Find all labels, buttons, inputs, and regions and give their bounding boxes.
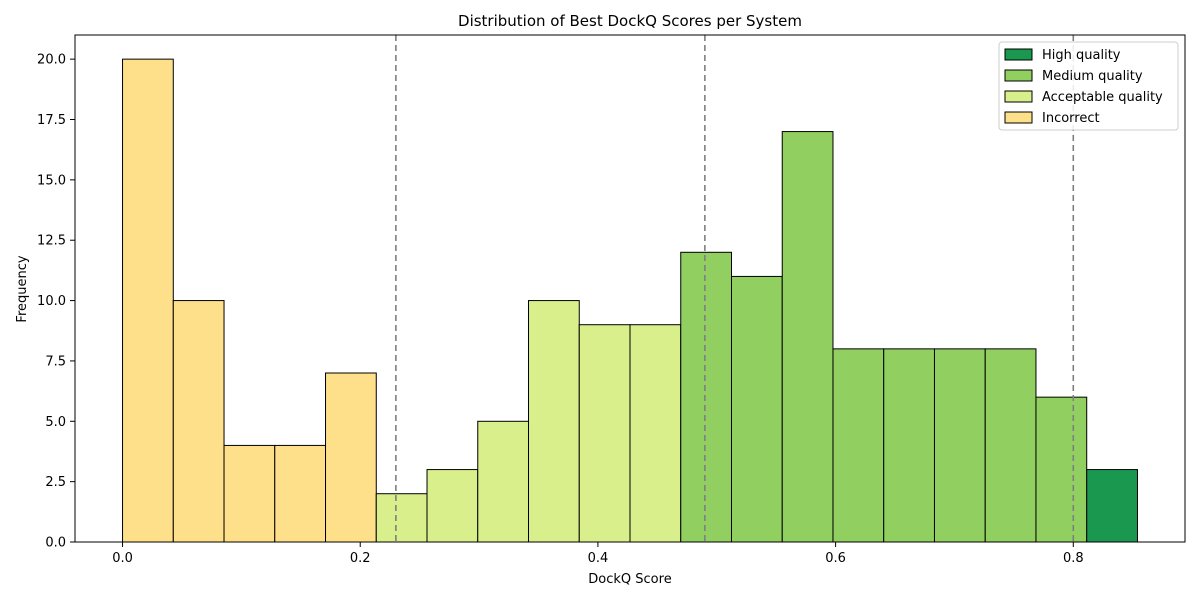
y-tick-label: 12.5	[37, 234, 66, 249]
legend-label-high: High quality	[1042, 48, 1121, 63]
histogram-bar	[883, 348, 935, 543]
y-tick-label: 20.0	[37, 53, 66, 68]
histogram-bar	[933, 348, 986, 543]
histogram-bar	[832, 348, 885, 543]
y-axis-label: Frequency	[15, 255, 30, 322]
histogram-bar	[274, 444, 327, 543]
y-tick-label: 10.0	[37, 294, 66, 309]
y-tick-label: 5.0	[45, 415, 66, 430]
plot-frame	[74, 34, 1186, 543]
x-axis-ticks: 0.0 0.2 0.4 0.6 0.8	[112, 542, 1084, 566]
histogram-bars	[122, 58, 1138, 543]
x-tick-label: 0.8	[1063, 551, 1084, 566]
y-tick-label: 17.5	[37, 113, 66, 128]
legend-swatch-acceptable	[1004, 90, 1033, 103]
histogram-bar	[1035, 396, 1088, 543]
legend-label-medium: Medium quality	[1042, 69, 1143, 84]
histogram-bar	[578, 324, 631, 543]
histogram-bar	[730, 275, 783, 543]
histogram-bar	[122, 58, 174, 543]
histogram-bar	[781, 131, 834, 543]
legend-label-incorrect: Incorrect	[1042, 111, 1100, 126]
histogram-bar	[375, 493, 428, 543]
x-axis-label: DockQ Score	[588, 572, 671, 587]
histogram-bar	[426, 469, 479, 543]
histogram-bar	[528, 300, 580, 543]
histogram-bar	[223, 444, 276, 543]
legend-swatch-incorrect	[1004, 111, 1033, 124]
legend-box	[998, 41, 1179, 131]
legend-swatch-high	[1004, 48, 1033, 61]
legend-swatch-medium	[1004, 69, 1033, 82]
y-axis-ticks: 0.0 2.5 5.0 7.5 10.0 12.5 15.0 17.5 20.0	[37, 53, 75, 551]
y-tick-label: 7.5	[45, 354, 66, 369]
histogram-bar	[477, 420, 530, 543]
y-tick-label: 15.0	[37, 173, 66, 188]
chart-title: Distribution of Best DockQ Scores per Sy…	[458, 12, 802, 30]
histogram-bar	[172, 300, 225, 543]
histogram-bar	[325, 372, 377, 543]
x-tick-label: 0.2	[350, 551, 371, 566]
histogram-bar	[629, 324, 682, 543]
y-tick-label: 2.5	[45, 475, 66, 490]
histogram-bar	[680, 251, 732, 543]
legend: High quality Medium quality Acceptable qua…	[998, 41, 1179, 131]
x-tick-label: 0.0	[112, 551, 133, 566]
y-tick-label: 0.0	[45, 536, 66, 551]
x-tick-label: 0.6	[825, 551, 846, 566]
histogram-bar	[984, 348, 1037, 543]
histogram-bar	[1086, 469, 1138, 543]
legend-label-acceptable: Acceptable quality	[1042, 90, 1163, 105]
x-tick-label: 0.4	[588, 551, 609, 566]
